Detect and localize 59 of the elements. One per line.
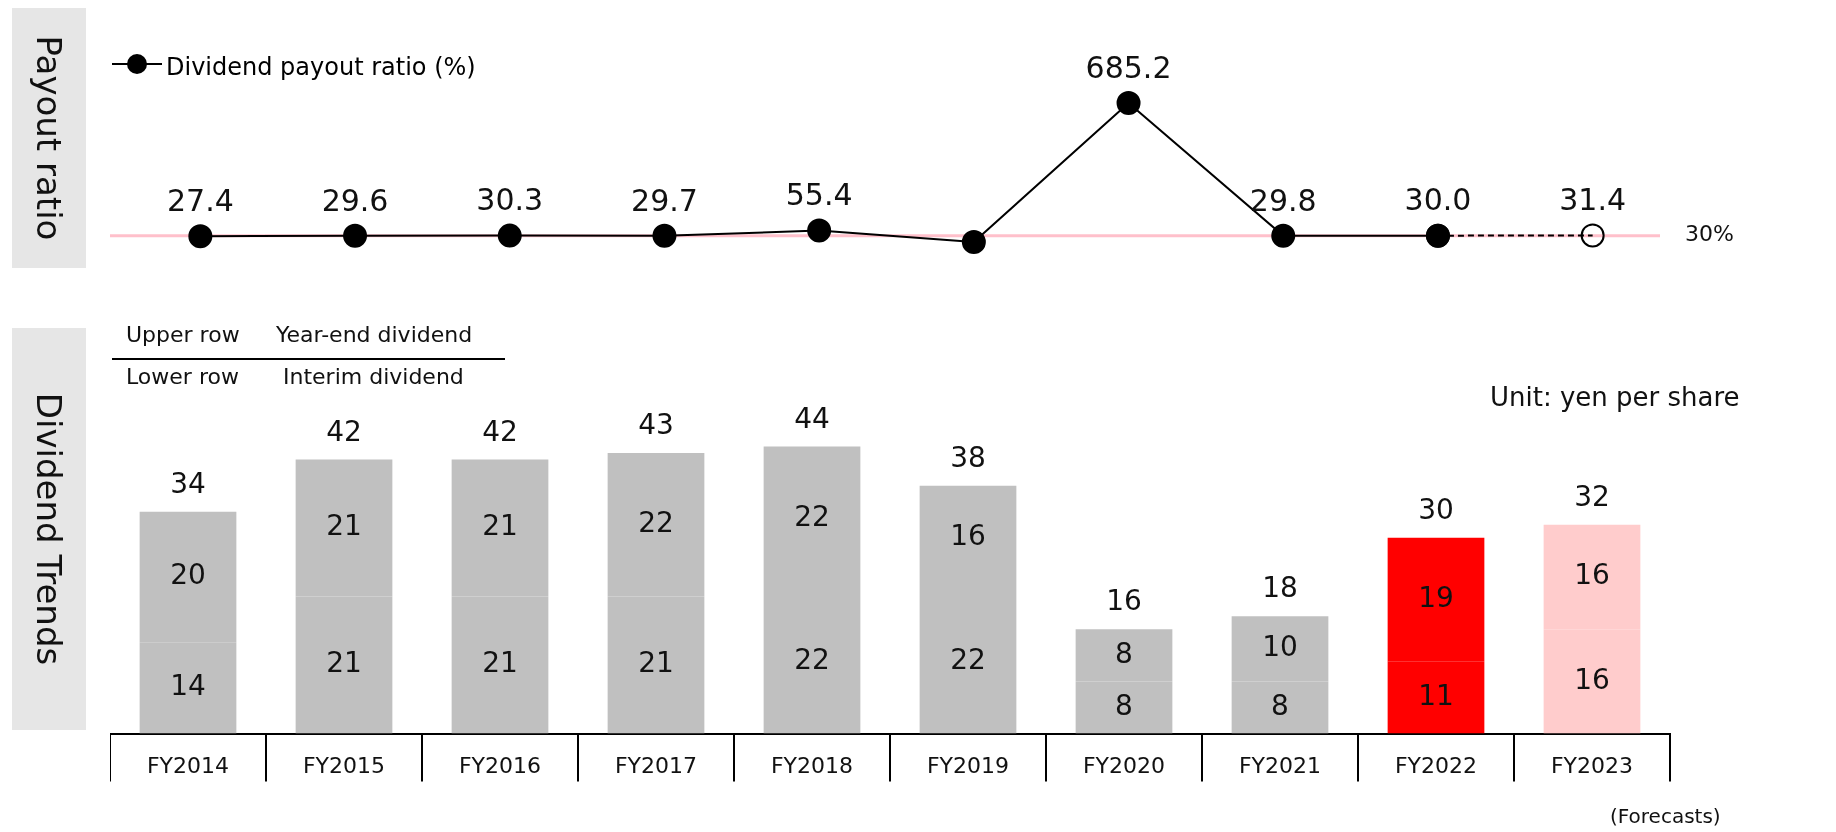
- data-label: 11: [1418, 679, 1454, 712]
- data-label: 20: [170, 558, 206, 592]
- x-tick-label: FY2022: [1394, 752, 1478, 778]
- data-label: 29.7: [631, 182, 698, 218]
- data-label: 16: [950, 519, 986, 553]
- data-label: 29.6: [321, 182, 389, 218]
- x-tick-label: FY2015: [302, 752, 386, 778]
- total-label: 42: [482, 414, 518, 448]
- data-label: 16: [1574, 662, 1610, 696]
- data-label: 8: [1115, 636, 1133, 670]
- data-label: 55.4: [785, 177, 853, 213]
- x-tick-label: FY2014: [146, 752, 230, 778]
- text: Year-end dividend: [276, 322, 473, 347]
- data-label: 22: [638, 506, 674, 540]
- data-label: 16: [1574, 558, 1610, 592]
- x-tick-label: FY2016: [458, 752, 542, 778]
- data-label: 22: [794, 643, 830, 677]
- data-label: 27.4: [166, 183, 234, 218]
- y-axis-title: Dividend Trends: [29, 392, 69, 666]
- data-label: 22: [950, 643, 986, 677]
- data-label: 21: [326, 646, 362, 680]
- total-label: 42: [326, 414, 362, 448]
- total-label: 18: [1262, 571, 1298, 605]
- text: Upper row: [126, 322, 240, 347]
- text: Interim dividend: [283, 364, 464, 389]
- x-tick-label: FY2018: [770, 752, 854, 778]
- data-label: 685.2: [1085, 49, 1172, 85]
- x-tick-label: FY2019: [926, 752, 1010, 778]
- x-tick-label: FY2020: [1082, 752, 1166, 778]
- x-tick-label: FY2021: [1238, 752, 1322, 778]
- text: (Forecasts): [1610, 804, 1721, 828]
- total-label: 34: [170, 467, 206, 501]
- total-label: 32: [1574, 480, 1610, 514]
- data-label: 21: [482, 509, 518, 543]
- data-label: 30.0: [1404, 182, 1472, 218]
- data-label: 31.4: [1559, 182, 1627, 218]
- data-label: 10: [1262, 630, 1298, 664]
- total-label: 30: [1418, 493, 1454, 527]
- data-label: 30.3: [476, 182, 544, 218]
- data-label: 22: [794, 499, 830, 533]
- total-label: 16: [1106, 584, 1142, 618]
- data-label: 8: [1271, 688, 1289, 722]
- text: Unit: yen per share: [1490, 382, 1740, 412]
- total-label: 44: [794, 401, 830, 435]
- data-label: 21: [326, 509, 362, 543]
- data-label: 29.8: [1249, 182, 1317, 218]
- total-label: 43: [638, 408, 674, 442]
- total-label: 38: [950, 440, 986, 474]
- data-label: 21: [482, 646, 518, 680]
- data-label: 19: [1418, 581, 1454, 615]
- x-tick-label: FY2023: [1550, 752, 1634, 778]
- data-label: 14: [170, 669, 206, 703]
- text: Lower row: [126, 364, 239, 389]
- y-axis-title: Payout ratio: [29, 35, 70, 241]
- data-label: 8: [1115, 688, 1133, 722]
- x-tick-label: FY2017: [614, 752, 698, 778]
- data-label: 21: [638, 646, 674, 680]
- ref-line-label: 30%: [1685, 221, 1734, 247]
- legend-label: Dividend payout ratio (%): [166, 53, 476, 81]
